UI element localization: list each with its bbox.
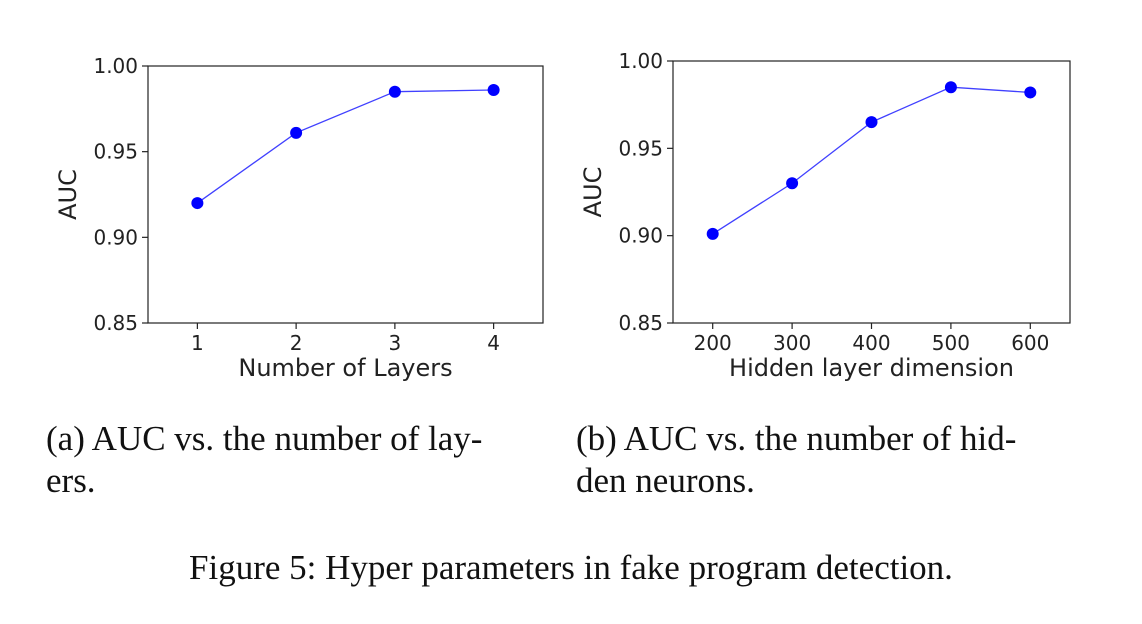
subcaption-a-line2: ers. xyxy=(46,461,96,500)
chart-b-data-point xyxy=(944,81,957,94)
subcaption-b-line2: den neurons. xyxy=(576,461,755,500)
subcaption-b-line1: (b) AUC vs. the number of hid- xyxy=(576,419,1017,458)
chart-a-data-point xyxy=(290,126,303,139)
chart-panel-a: 1.00 0.95 0.90 0.85 1 2 3 4 Number of Layers AUC xyxy=(0,0,571,400)
chart-b-x-axis-title: Hidden layer dimension xyxy=(729,354,1014,382)
chart-b-series-line xyxy=(712,86,1031,235)
chart-a-data-point xyxy=(191,197,204,210)
chart-a-y-tick-label: 0.85 xyxy=(93,311,138,335)
chart-a-series-line xyxy=(196,89,494,204)
chart-b-data-point xyxy=(786,177,799,190)
chart-a: 1.00 0.95 0.90 0.85 1 2 3 4 Number of Layers AUC xyxy=(54,54,544,382)
chart-b-data-point xyxy=(1024,86,1037,99)
chart-b-y-tick-label: 0.90 xyxy=(618,224,663,248)
chart-a-y-axis-title: AUC xyxy=(54,169,82,220)
chart-a-x-tick-label: 4 xyxy=(487,331,500,355)
chart-b-y-tick-label: 1.00 xyxy=(618,49,663,73)
chart-panel-b: 1.00 0.95 0.90 0.85 200 300 400 500 600 Hidden la… xyxy=(571,0,1142,400)
chart-b-x-tick-label: 400 xyxy=(852,331,890,355)
chart-b-x-tick-label: 300 xyxy=(773,331,811,355)
subcaption-a-line1: (a) AUC vs. the number of lay- xyxy=(46,419,483,458)
subcaption-b: (b) AUC vs. the number of hid- den neuro… xyxy=(576,418,1096,502)
chart-b-y-tick-label: 0.95 xyxy=(618,136,663,160)
chart-b-x-tick-label: 600 xyxy=(1011,331,1049,355)
chart-a-x-axis-title: Number of Layers xyxy=(238,354,452,382)
chart-a-x-tick-label: 3 xyxy=(389,331,402,355)
chart-a-data-point xyxy=(388,85,401,98)
chart-b-x-tick-label: 200 xyxy=(694,331,732,355)
chart-a-x-tick-label: 2 xyxy=(290,331,303,355)
subcaption-a: (a) AUC vs. the number of lay- ers. xyxy=(46,418,566,502)
chart-b-plot-frame xyxy=(672,60,1071,324)
chart-b-data-point xyxy=(706,227,719,240)
chart-a-y-tick-label: 0.90 xyxy=(93,225,138,249)
chart-b-y-axis-title: AUC xyxy=(579,167,607,218)
chart-a-y-tick-label: 0.95 xyxy=(93,140,138,164)
chart-b-x-tick-label: 500 xyxy=(932,331,970,355)
figure-caption: Figure 5: Hyper parameters in fake progr… xyxy=(189,548,953,587)
chart-a-x-tick-label: 1 xyxy=(191,331,204,355)
chart-b-y-tick-label: 0.85 xyxy=(618,311,663,335)
chart-b-data-point xyxy=(865,116,878,129)
chart-a-data-point xyxy=(487,83,500,96)
chart-a-y-tick-label: 1.00 xyxy=(93,54,138,78)
chart-a-plot-frame xyxy=(147,65,544,324)
